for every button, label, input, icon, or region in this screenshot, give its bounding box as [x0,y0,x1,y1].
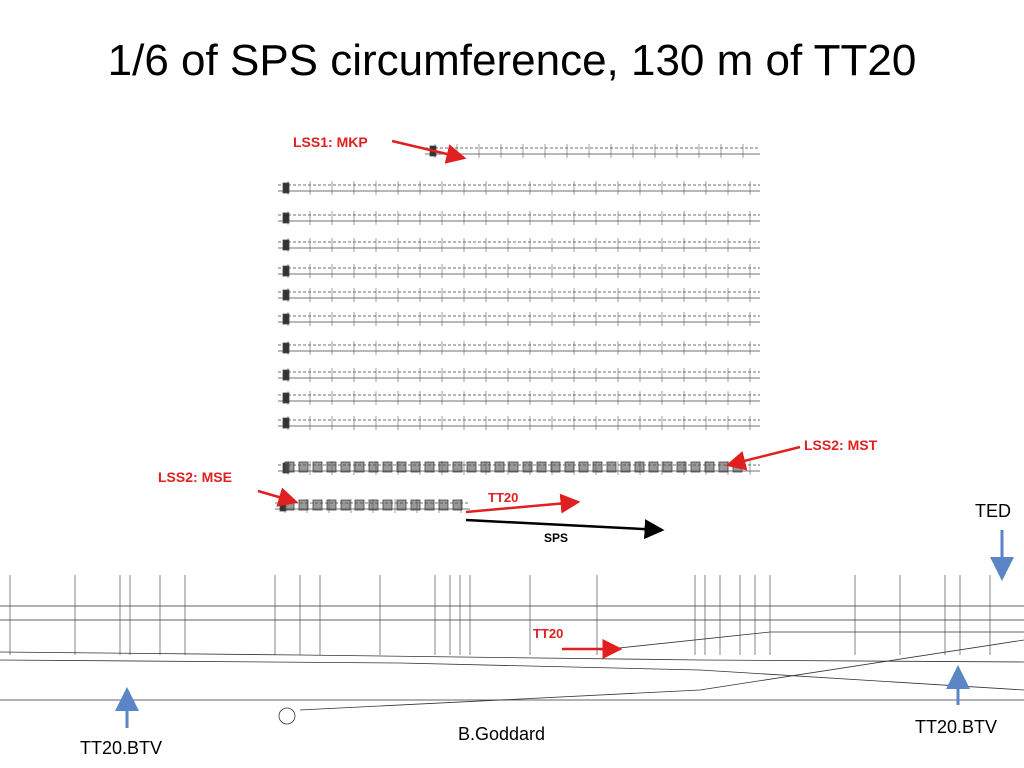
schematic-line [340,499,351,511]
title: 1/6 of SPS circumference, 130 m of TT20 [107,36,917,85]
schematic-line [424,461,435,473]
schematic-line [282,265,290,277]
schematic-line [438,461,449,473]
schematic-line [278,707,296,725]
schematic-line [298,499,309,511]
schematic-line [282,182,290,194]
schematic-line [606,461,617,473]
schematic-line [340,461,351,473]
schematic-line [284,461,295,473]
schematic-line [480,461,491,473]
schematic-line [0,659,1024,691]
schematic-line [438,499,449,511]
schematic-line [382,461,393,473]
schematic-line [452,499,463,511]
arrow [257,487,299,507]
label: TT20 [488,490,519,505]
schematic-line [282,342,290,354]
label: LSS2: MST [804,437,878,453]
schematic-line [578,461,589,473]
schematic-line [690,461,701,473]
schematic-line [494,461,505,473]
arrow [391,139,467,164]
schematic-line [536,461,547,473]
label: LSS2: MSE [158,469,232,485]
schematic-line [676,461,687,473]
schematic-line [282,392,290,404]
schematic-line [326,461,337,473]
arrow [465,518,665,540]
schematic-line [368,461,379,473]
schematic-line [282,369,290,381]
schematic-line [620,461,631,473]
schematic-line [410,461,421,473]
arrow [725,445,801,471]
schematic-line [634,461,645,473]
schematic-line [282,239,290,251]
schematic-line [599,631,1024,651]
label: SPS [544,531,569,545]
schematic-line [354,499,365,511]
schematic-line [592,461,603,473]
arrow [465,493,581,514]
schematic-line [704,461,715,473]
label: LSS1: MKP [293,134,368,150]
schematic-line [282,289,290,301]
schematic-line [282,417,290,429]
schematic-line [382,499,393,511]
schematic-line [410,499,421,511]
schematic-line [298,461,309,473]
label: TT20.BTV [80,738,163,758]
schematic-line [396,499,407,511]
schematic-line [452,461,463,473]
author: B.Goddard [458,724,546,744]
label: TT20.BTV [915,717,998,737]
schematic-line [0,651,1024,663]
schematic-line [299,639,1024,711]
schematic-line [508,461,519,473]
schematic-line [550,461,561,473]
schematic-line [718,461,729,473]
schematic-line [368,499,379,511]
schematic-line [326,499,337,511]
schematic-line [396,461,407,473]
label: TT20 [533,626,564,641]
label: TED [975,501,1011,521]
schematic-line [564,461,575,473]
schematic-line [466,461,477,473]
schematic-line [282,212,290,224]
schematic-line [312,461,323,473]
schematic-line [648,461,659,473]
schematic-line [662,461,673,473]
schematic-line [282,313,290,325]
schematic-line [312,499,323,511]
schematic-line [424,499,435,511]
schematic-line [354,461,365,473]
schematic-line [522,461,533,473]
